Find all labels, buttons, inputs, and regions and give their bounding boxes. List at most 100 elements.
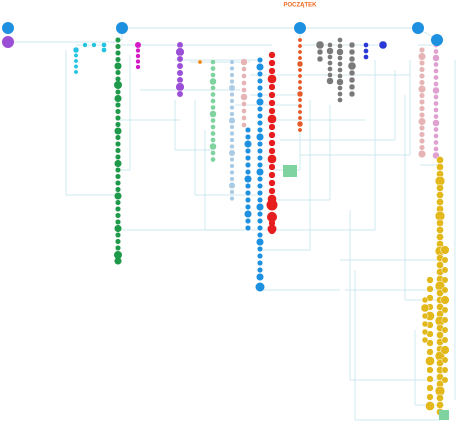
node[interactable]	[337, 67, 343, 73]
node[interactable]	[241, 80, 247, 86]
node[interactable]	[244, 182, 252, 190]
node[interactable]	[436, 226, 444, 234]
node[interactable]	[441, 286, 449, 294]
node[interactable]	[425, 401, 435, 411]
node[interactable]	[297, 55, 303, 61]
node[interactable]	[256, 147, 264, 155]
node[interactable]	[255, 237, 265, 247]
node[interactable]	[336, 48, 344, 56]
node[interactable]	[267, 224, 277, 234]
node[interactable]	[229, 124, 235, 130]
node[interactable]	[255, 202, 265, 212]
node[interactable]	[418, 92, 426, 99]
node[interactable]	[255, 272, 265, 282]
node[interactable]	[297, 67, 303, 73]
node[interactable]	[363, 54, 369, 60]
node[interactable]	[268, 107, 276, 115]
node[interactable]	[433, 113, 439, 120]
node[interactable]	[73, 69, 79, 75]
node[interactable]	[228, 149, 236, 157]
node[interactable]	[91, 42, 97, 48]
node[interactable]	[114, 179, 122, 187]
node[interactable]	[426, 348, 434, 356]
node[interactable]	[241, 122, 247, 128]
node[interactable]	[114, 43, 122, 50]
node[interactable]	[229, 143, 235, 150]
node[interactable]	[297, 85, 303, 91]
node[interactable]	[113, 159, 123, 168]
node[interactable]	[101, 42, 107, 48]
node[interactable]	[114, 153, 122, 161]
node[interactable]	[327, 66, 333, 72]
node[interactable]	[297, 103, 303, 109]
node[interactable]	[326, 77, 334, 85]
node[interactable]	[256, 266, 264, 274]
node[interactable]	[256, 112, 264, 120]
node[interactable]	[417, 52, 427, 61]
node[interactable]	[436, 394, 444, 402]
node[interactable]	[114, 134, 122, 141]
node[interactable]	[228, 182, 236, 189]
node[interactable]	[255, 167, 265, 177]
node[interactable]	[433, 146, 439, 152]
node[interactable]	[240, 58, 248, 66]
node[interactable]	[210, 85, 216, 91]
node[interactable]	[297, 115, 303, 121]
node[interactable]	[210, 124, 216, 130]
node[interactable]	[433, 81, 439, 87]
node[interactable]	[436, 401, 444, 409]
node[interactable]	[268, 187, 276, 195]
node[interactable]	[101, 47, 107, 53]
node[interactable]	[244, 196, 252, 204]
node[interactable]	[229, 78, 235, 85]
node[interactable]	[296, 60, 304, 68]
node[interactable]	[441, 336, 449, 344]
node[interactable]	[244, 217, 252, 225]
node[interactable]	[348, 55, 356, 63]
node[interactable]	[336, 78, 344, 86]
node[interactable]	[114, 147, 122, 154]
node[interactable]	[433, 94, 439, 100]
node[interactable]	[421, 336, 429, 344]
node[interactable]	[210, 150, 216, 156]
node[interactable]	[73, 58, 79, 64]
node[interactable]	[210, 98, 216, 104]
node[interactable]	[433, 126, 439, 133]
node[interactable]	[436, 198, 444, 206]
node[interactable]	[441, 276, 449, 284]
node[interactable]	[176, 62, 184, 70]
node[interactable]	[347, 61, 357, 71]
node[interactable]	[441, 266, 449, 274]
node[interactable]	[418, 137, 426, 145]
node[interactable]	[418, 105, 426, 112]
node[interactable]	[426, 375, 434, 383]
node[interactable]	[229, 72, 235, 78]
node[interactable]	[441, 256, 449, 264]
node[interactable]	[176, 76, 184, 84]
node[interactable]	[114, 101, 122, 109]
node[interactable]	[436, 163, 444, 171]
node[interactable]	[256, 70, 264, 78]
node[interactable]	[229, 195, 235, 202]
node[interactable]	[348, 48, 356, 56]
node[interactable]	[436, 184, 444, 192]
node[interactable]	[114, 121, 122, 128]
node[interactable]	[256, 161, 264, 169]
note-box[interactable]	[439, 410, 449, 420]
node[interactable]	[297, 79, 303, 85]
node[interactable]	[114, 212, 122, 219]
node[interactable]	[228, 84, 236, 92]
node[interactable]	[417, 84, 427, 94]
node[interactable]	[267, 154, 277, 164]
node[interactable]	[327, 54, 333, 60]
node[interactable]	[337, 55, 343, 61]
node[interactable]	[268, 139, 276, 147]
node[interactable]	[441, 306, 449, 314]
node[interactable]	[210, 59, 216, 65]
node[interactable]	[268, 59, 276, 67]
node[interactable]	[426, 366, 434, 374]
node[interactable]	[297, 127, 303, 133]
node[interactable]	[73, 53, 79, 58]
node[interactable]	[229, 176, 235, 182]
node[interactable]	[113, 191, 123, 201]
